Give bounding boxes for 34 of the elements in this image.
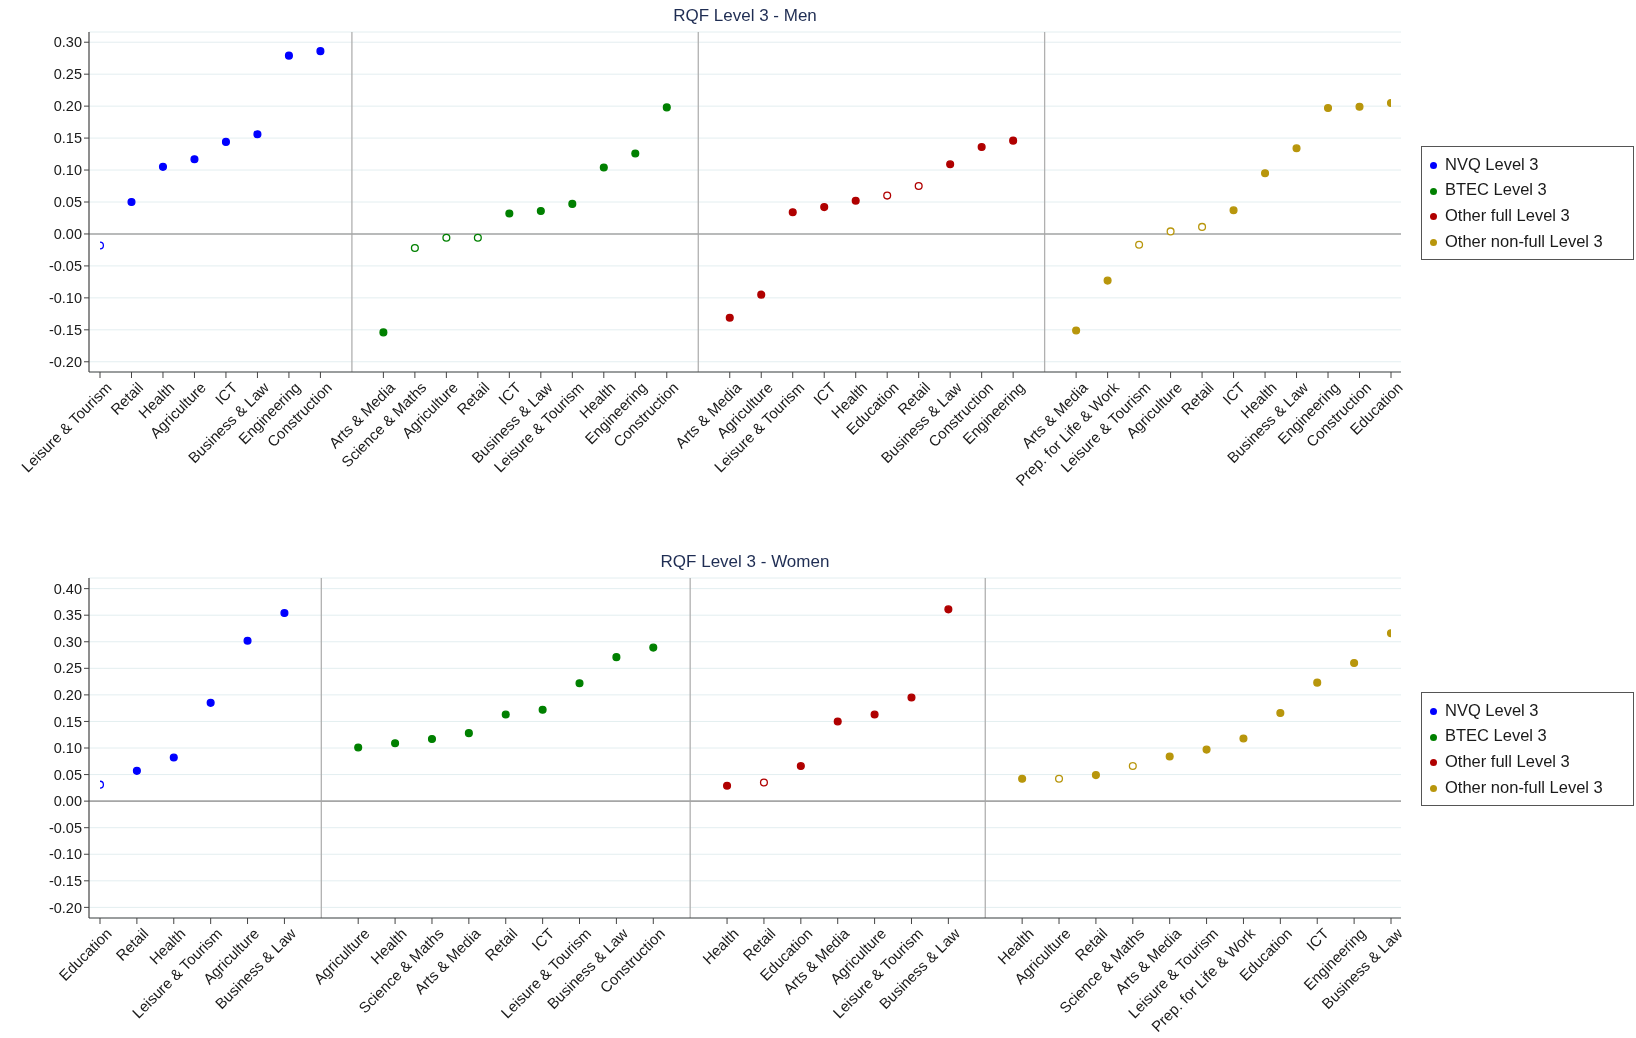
legend-label: Other full Level 3 — [1445, 205, 1570, 224]
y-tick-label: 0.25 — [53, 660, 82, 677]
y-tick-label: -0.10 — [48, 846, 82, 863]
y-tick-label: -0.20 — [48, 353, 82, 370]
y-tick-label: 0.20 — [53, 687, 82, 704]
y-tick-label: 0.25 — [53, 66, 82, 83]
y-tick-label: 0.15 — [53, 713, 82, 730]
y-tick-label: 0.00 — [53, 226, 82, 243]
legend-label: Other full Level 3 — [1445, 751, 1570, 770]
chart-title: RQF Level 3 - Men — [672, 6, 818, 26]
y-tick-label: 0.05 — [53, 194, 82, 211]
y-tick-label: -0.20 — [48, 899, 82, 916]
y-tick-label: -0.15 — [48, 872, 82, 889]
y-tick-label: 0.15 — [53, 130, 82, 147]
legend-label: NVQ Level 3 — [1445, 154, 1539, 173]
legend-label: BTEC Level 3 — [1445, 180, 1547, 199]
y-tick-label: -0.10 — [48, 290, 82, 307]
y-tick-label: 0.10 — [53, 740, 82, 757]
legend-label: NVQ Level 3 — [1445, 700, 1539, 719]
legend-label: BTEC Level 3 — [1445, 726, 1547, 745]
y-tick-label: -0.15 — [48, 321, 82, 338]
y-tick-label: 0.40 — [53, 580, 82, 597]
y-tick-label: 0.10 — [53, 162, 82, 179]
y-tick-label: 0.00 — [53, 793, 82, 810]
y-tick-label: 0.35 — [53, 607, 82, 624]
y-tick-label: 0.20 — [53, 98, 82, 115]
legend-label: Other non-full Level 3 — [1445, 777, 1603, 796]
y-tick-label: 0.30 — [53, 633, 82, 650]
legend-label: Other non-full Level 3 — [1445, 231, 1603, 250]
y-tick-label: -0.05 — [48, 819, 82, 836]
y-tick-label: -0.05 — [48, 258, 82, 275]
y-tick-label: 0.30 — [53, 34, 82, 51]
chart-title: RQF Level 3 - Women — [659, 552, 831, 572]
y-tick-label: 0.05 — [53, 766, 82, 783]
